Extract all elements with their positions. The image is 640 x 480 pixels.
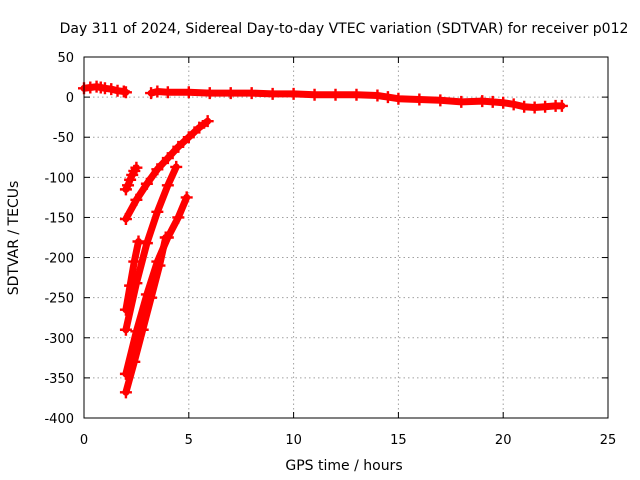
data-point (130, 193, 143, 206)
data-point (476, 95, 489, 108)
data-point (224, 87, 237, 100)
series-1 (78, 80, 132, 99)
data-point (518, 100, 531, 113)
data-point (151, 163, 164, 176)
data-point (119, 86, 132, 99)
data-point (145, 291, 158, 304)
data-point (130, 277, 143, 290)
data-point (413, 93, 426, 106)
x-tick-label: 5 (185, 433, 193, 448)
data-point (182, 86, 195, 99)
data-point (145, 87, 158, 100)
data-point (170, 160, 183, 173)
y-tick-labels: 50 0 -50 -100 -150 -200 -250 -300 -350 -400 (44, 51, 74, 427)
data-point (119, 213, 132, 226)
data-point (161, 152, 174, 165)
data-point (172, 140, 185, 153)
y-tick-label: -150 (44, 211, 74, 226)
data-point (555, 99, 568, 112)
data-point (180, 191, 193, 204)
data-point (161, 179, 174, 192)
series-4 (119, 115, 214, 226)
data-point (392, 92, 405, 105)
data-point (308, 88, 321, 101)
y-tick-label: 50 (57, 51, 74, 66)
x-tick-label: 10 (285, 433, 302, 448)
y-tick-label: -300 (44, 332, 74, 347)
data-point (193, 121, 206, 134)
data-point (151, 85, 164, 98)
data-point (371, 89, 384, 102)
series-line (122, 163, 180, 334)
data-point (132, 235, 145, 248)
data-point (140, 177, 153, 190)
data-point (159, 231, 172, 244)
data-point (128, 355, 141, 368)
y-tick-label: -400 (44, 412, 74, 427)
data-point (201, 115, 214, 128)
y-tick-label: -350 (44, 372, 74, 387)
data-point (122, 179, 135, 192)
x-tick-labels: 0 5 10 15 20 25 (80, 433, 616, 448)
data-point (203, 87, 216, 100)
data-point (161, 86, 174, 99)
series-2 (145, 85, 568, 114)
data-point (507, 98, 520, 111)
x-tick-label: 20 (495, 433, 512, 448)
grid-lines (84, 57, 608, 418)
data-point (497, 96, 510, 109)
series-8 (119, 231, 172, 399)
data-point (128, 255, 141, 268)
data-point (151, 205, 164, 218)
y-tick-label: -50 (53, 131, 74, 146)
plot-frame (83, 56, 609, 419)
data-point (539, 100, 552, 113)
series-3 (119, 161, 143, 196)
data-point (172, 211, 185, 224)
chart-title: Day 311 of 2024, Sidereal Day-to-day VTE… (60, 21, 629, 37)
y-tick-label: -250 (44, 292, 74, 307)
data-point (119, 323, 132, 336)
y-tick-label: -200 (44, 252, 74, 267)
data-point (119, 386, 132, 399)
series-line (122, 238, 142, 314)
data-point (455, 95, 468, 108)
y-tick-label: -100 (44, 171, 74, 186)
data-point (140, 237, 153, 250)
data-point (528, 101, 541, 114)
data-point (486, 95, 499, 108)
data-point (136, 323, 149, 336)
x-tick-label: 15 (390, 433, 407, 448)
data-point (266, 87, 279, 100)
data-point (434, 94, 447, 107)
data-point (350, 88, 363, 101)
series-6 (119, 160, 183, 336)
y-tick-label: 0 (66, 91, 74, 106)
data-point (130, 161, 143, 174)
data-point (381, 91, 394, 104)
data-point (245, 87, 258, 100)
data-point (287, 87, 300, 100)
data-point (153, 259, 166, 272)
x-axis-label: GPS time / hours (285, 458, 402, 474)
y-axis-label: SDTVAR / TECUs (6, 181, 22, 296)
x-tick-label: 25 (600, 433, 617, 448)
data-point (105, 83, 118, 96)
data-point (182, 131, 195, 144)
data-series (78, 80, 568, 399)
data-point (329, 88, 342, 101)
x-tick-label: 0 (80, 433, 88, 448)
